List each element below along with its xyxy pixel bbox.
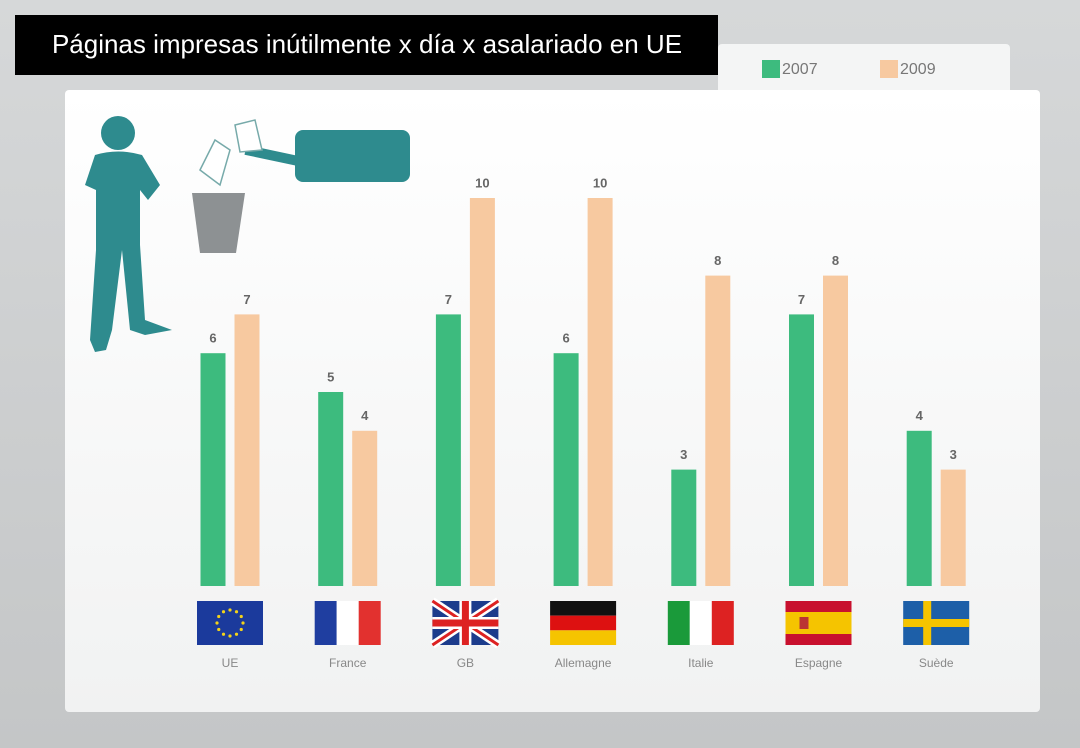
bar: [200, 353, 226, 586]
flag-star: [215, 621, 219, 625]
flag-cross: [903, 619, 970, 627]
flag-stripe: [550, 630, 617, 646]
flag-star: [234, 632, 239, 636]
title-box: [15, 15, 718, 75]
value-label: 10: [475, 175, 489, 190]
flag-stripe: [550, 601, 617, 616]
flag-bg: [197, 601, 263, 645]
value-label: 3: [950, 447, 957, 462]
value-label: 6: [209, 331, 216, 346]
bar: [906, 430, 932, 586]
flag-star: [217, 614, 221, 619]
bar: [587, 198, 613, 586]
flag-star: [228, 634, 232, 638]
flag-stripe: [314, 601, 337, 645]
flag-cross: [432, 601, 499, 645]
value-label: 4: [361, 408, 369, 423]
bar: [435, 314, 461, 586]
flag: [314, 601, 381, 645]
value-label: 6: [562, 331, 569, 346]
flag: [667, 601, 734, 645]
legend-label: 2009: [900, 61, 936, 78]
bar: [671, 469, 697, 586]
flag-stripe: [785, 612, 852, 634]
x-tick-label: UE: [222, 656, 239, 670]
bar: [940, 469, 966, 586]
legend-label: 2007: [782, 61, 818, 78]
flag-star: [221, 632, 226, 636]
bar: [234, 314, 260, 586]
legend-swatch: [880, 60, 898, 78]
x-tick-label: Italie: [688, 656, 714, 670]
paper: [199, 119, 263, 187]
bin: [192, 193, 245, 253]
bar: [789, 314, 814, 586]
flag: [785, 601, 852, 645]
chart-title: Páginas impresas inútilmente x día x asa…: [52, 29, 682, 59]
value-label: 8: [714, 253, 721, 268]
x-tick-label: Espagne: [795, 656, 843, 670]
value-label: 7: [243, 292, 250, 307]
illustration: [85, 116, 410, 352]
flag-stripe: [711, 601, 734, 645]
value-label: 8: [832, 253, 839, 268]
x-tick-label: Suède: [919, 656, 954, 670]
flag-star: [241, 621, 245, 625]
value-label: 10: [593, 175, 607, 190]
flag-star: [234, 610, 239, 614]
legend-tab: [718, 44, 1010, 104]
value-label: 7: [798, 292, 805, 307]
bar: [553, 353, 579, 586]
flag-star: [217, 627, 221, 632]
value-label: 4: [916, 408, 924, 423]
flag: [197, 601, 263, 645]
flag-stripe: [358, 601, 381, 645]
flag-star: [239, 614, 243, 619]
flag-cross: [923, 601, 932, 645]
x-tick-label: GB: [457, 656, 474, 670]
flag: [430, 597, 501, 649]
x-tick-label: Allemagne: [555, 656, 612, 670]
bar: [318, 392, 344, 586]
flag-star: [221, 610, 226, 614]
flag-stripe: [550, 615, 617, 631]
flag-stripe: [667, 601, 690, 645]
bar: [352, 430, 378, 586]
flag: [903, 601, 970, 645]
bar: [705, 275, 731, 586]
flag-star: [239, 627, 243, 632]
value-label: 7: [445, 292, 452, 307]
flag-stripe: [336, 601, 359, 645]
flag-star: [228, 608, 232, 612]
legend-swatch: [762, 60, 780, 78]
bar: [823, 275, 848, 586]
x-tick-label: France: [329, 656, 367, 670]
bar: [469, 198, 495, 586]
value-label: 5: [327, 369, 334, 384]
value-label: 3: [680, 447, 687, 462]
flag: [550, 601, 617, 646]
flag-emblem: [799, 617, 809, 629]
flag-stripe: [689, 601, 712, 645]
